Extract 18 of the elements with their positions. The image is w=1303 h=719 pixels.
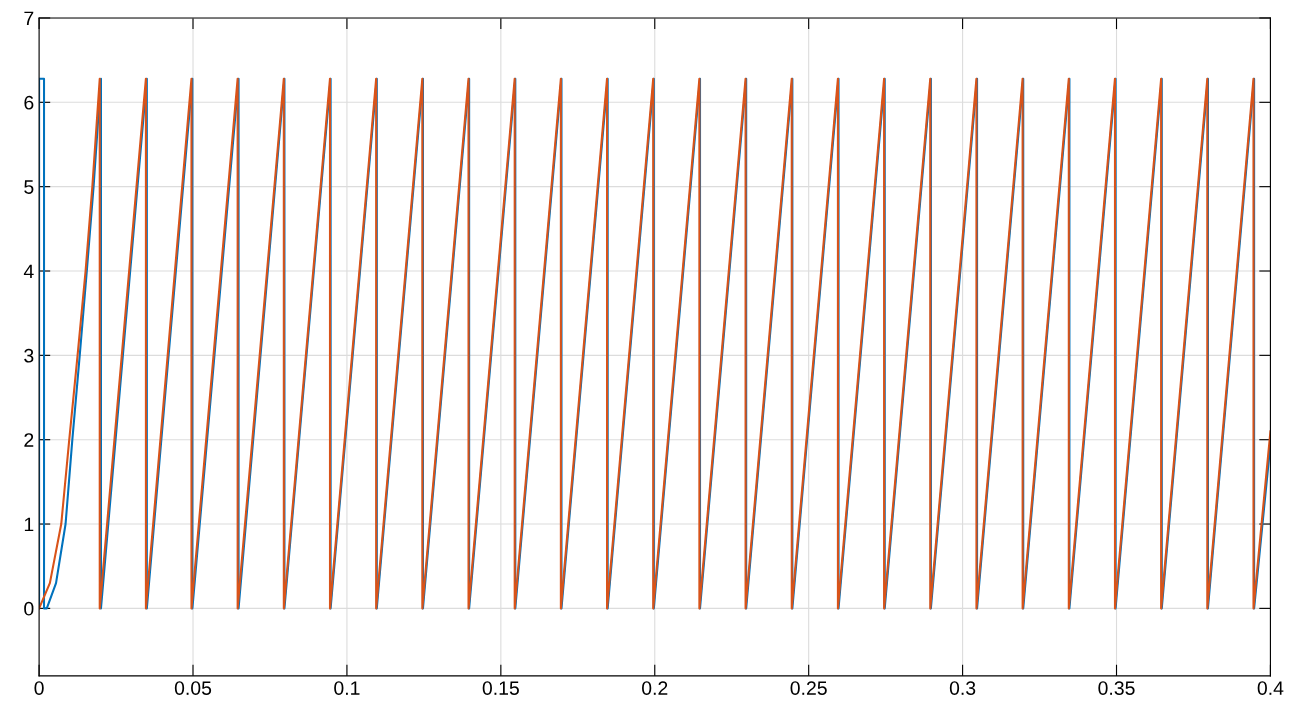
x-tick-label: 0.1 bbox=[334, 681, 360, 695]
y-tick-label: 1 bbox=[24, 517, 34, 532]
x-tick-label: 0.2 bbox=[642, 681, 668, 695]
line-series bbox=[39, 77, 1271, 610]
x-tick-label: 0.05 bbox=[174, 681, 212, 695]
y-tick-label: 2 bbox=[24, 433, 34, 447]
y-tick-label: 0 bbox=[24, 601, 34, 616]
x-tick-label: 0.3 bbox=[949, 681, 976, 695]
x-tick-label: 0.25 bbox=[790, 681, 827, 695]
x-tick-label: 0.35 bbox=[1098, 681, 1135, 695]
y-tick-label: 4 bbox=[23, 264, 34, 279]
y-tick-label: 6 bbox=[24, 95, 34, 110]
y-tick-label: 5 bbox=[24, 180, 34, 194]
x-tick-label: 0.15 bbox=[482, 681, 519, 695]
y-tick-label: 7 bbox=[24, 11, 34, 26]
y-tick-label: 3 bbox=[24, 348, 34, 363]
x-tick-label: 0.4 bbox=[1257, 681, 1284, 695]
x-tick-label: 0 bbox=[34, 681, 44, 695]
